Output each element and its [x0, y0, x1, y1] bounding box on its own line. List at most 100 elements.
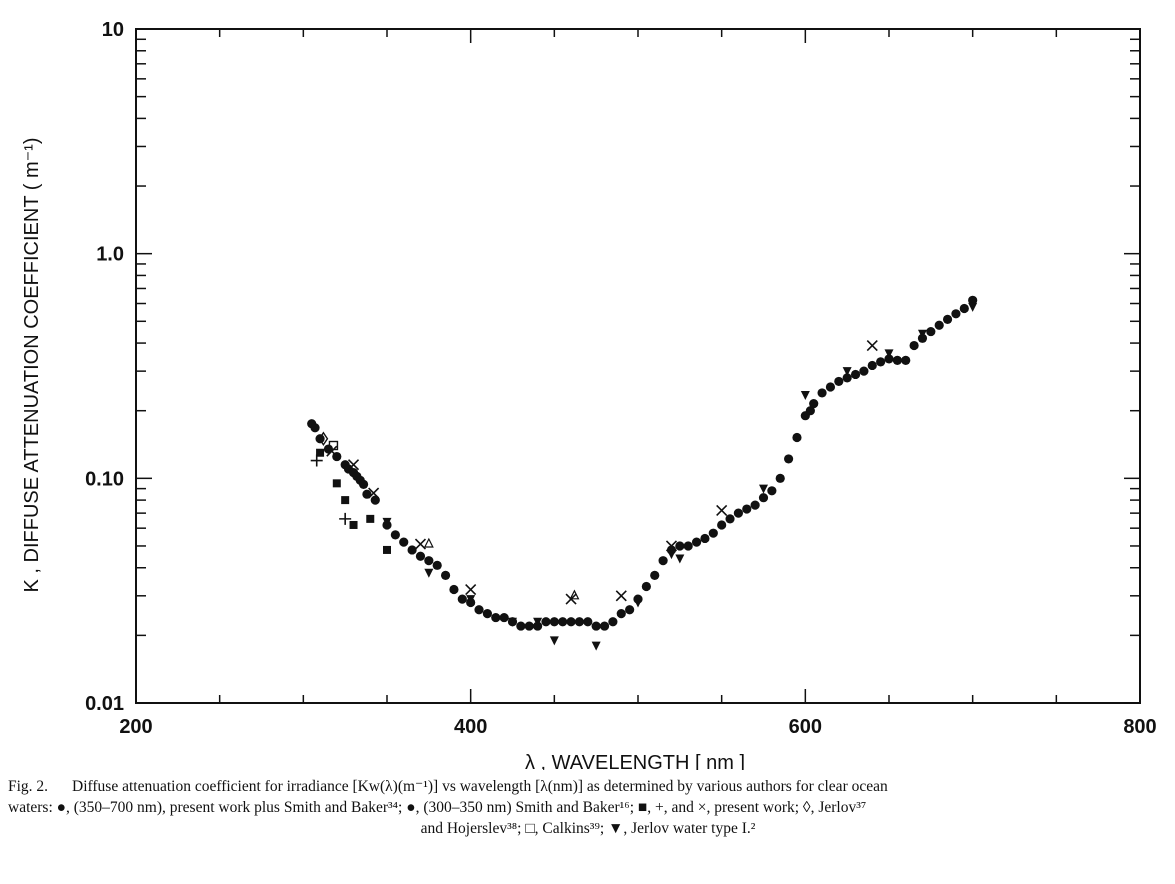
point-filled-circle: [675, 541, 685, 551]
point-filled-circle: [934, 320, 944, 330]
point-filled-circle: [599, 621, 610, 631]
point-filled-square: [366, 514, 375, 523]
point-filled-circle: [842, 373, 852, 383]
point-filled-triangle-down: [968, 302, 978, 312]
point-filled-circle: [616, 608, 626, 619]
point-filled-square: [349, 520, 358, 529]
point-filled-triangle-down: [633, 598, 643, 608]
point-cross: [368, 487, 380, 499]
point-open-triangle: [423, 537, 434, 548]
point-filled-circle: [968, 295, 978, 305]
point-filled-circle: [784, 454, 794, 464]
point-filled-circle: [742, 504, 752, 514]
point-filled-triangle-down: [800, 390, 810, 400]
point-filled-circle: [758, 493, 769, 503]
point-filled-circle: [415, 551, 426, 561]
point-filled-circle: [499, 612, 509, 623]
point-filled-triangle-down: [549, 636, 559, 646]
point-filled-circle: [733, 508, 744, 518]
point-filled-circle: [750, 500, 760, 510]
point-filled-square: [383, 545, 391, 554]
point-filled-circle: [583, 617, 593, 627]
point-filled-circle: [566, 617, 576, 627]
point-filled-circle: [691, 537, 702, 547]
point-filled-circle: [942, 314, 953, 324]
point-filled-triangle-down: [917, 329, 927, 339]
point-filled-circle: [850, 369, 861, 380]
point-cross: [465, 583, 477, 596]
point-open-square: [328, 440, 339, 451]
point-filled-circle: [482, 608, 492, 619]
point-filled-circle: [834, 376, 844, 387]
point-filled-circle: [310, 423, 320, 433]
x-tick-label: 400: [454, 716, 487, 738]
point-filled-circle: [859, 366, 869, 376]
point-filled-circle: [541, 617, 551, 627]
point-filled-circle: [440, 570, 451, 580]
point-filled-circle: [474, 605, 484, 615]
point-filled-circle: [867, 360, 877, 371]
point-cross: [615, 590, 627, 602]
tick-labels: 200 400 600 800 0.01 0.10 1.0 10: [85, 19, 1157, 738]
y-tick-label: 1.0: [96, 244, 124, 266]
point-cross: [347, 459, 360, 471]
axis-ticks: [135, 29, 1141, 704]
x-axis-title: λ , WAVELENGTH [ nm ]: [525, 752, 745, 770]
point-filled-circle: [901, 355, 911, 365]
point-filled-circle: [959, 303, 969, 314]
point-filled-circle: [407, 545, 417, 555]
point-filled-triangle-down: [466, 595, 476, 605]
point-filled-triangle-down: [759, 484, 768, 494]
chart: 200 400 600 800 0.01 0.10 1.0 10 λ , WAVELENGTH…: [21, 19, 1157, 770]
point-filled-square: [341, 496, 350, 505]
figure-number: Fig. 2.: [8, 778, 49, 795]
point-cross: [414, 538, 427, 550]
point-filled-circle: [767, 486, 777, 496]
y-axis-title: K , DIFFUSE ATTENUATION COEFFICIENT ( m⁻…: [21, 138, 43, 593]
x-tick-label: 600: [789, 716, 822, 738]
data-points: [307, 295, 978, 651]
point-filled-circle: [825, 382, 836, 392]
point-filled-circle: [792, 432, 802, 443]
point-filled-circle: [424, 556, 434, 566]
point-filled-square: [316, 448, 325, 457]
point-filled-triangle-down: [424, 568, 434, 578]
point-filled-circle: [516, 621, 526, 631]
point-filled-circle: [558, 617, 568, 627]
y-tick-label: 0.10: [85, 468, 124, 490]
point-filled-circle: [725, 514, 735, 524]
point-open-triangle: [569, 589, 580, 600]
point-filled-circle: [549, 617, 559, 627]
caption-text-1: Diffuse attenuation coefficient for irra…: [72, 778, 888, 795]
point-filled-circle: [399, 537, 409, 547]
point-filled-triangle-down: [666, 550, 676, 560]
point-filled-circle: [358, 479, 369, 489]
point-filled-triangle-down: [884, 349, 894, 359]
point-filled-circle: [650, 570, 660, 580]
point-filled-triangle-down: [508, 617, 517, 627]
point-cross: [326, 445, 338, 457]
point-filled-circle: [700, 533, 710, 544]
point-filled-triangle-down: [382, 517, 392, 527]
caption-line-2: waters: ●, (350–700 nm), present work pl…: [8, 799, 867, 816]
point-filled-triangle-down: [842, 367, 852, 377]
point-filled-circle: [457, 594, 467, 604]
point-filled-circle: [951, 309, 961, 319]
point-filled-circle: [432, 560, 442, 570]
point-filled-circle: [717, 520, 727, 530]
point-filled-circle: [876, 357, 886, 367]
point-filled-circle: [608, 617, 618, 627]
point-plus: [339, 512, 352, 525]
point-filled-circle: [817, 388, 827, 398]
point-filled-triangle-down: [675, 554, 685, 564]
point-filled-circle: [805, 406, 815, 416]
y-tick-label: 10: [102, 19, 124, 41]
point-filled-circle: [491, 612, 501, 623]
x-tick-label: 800: [1123, 716, 1156, 738]
point-filled-circle: [625, 605, 635, 615]
point-filled-circle: [641, 581, 651, 592]
point-filled-circle: [884, 354, 894, 364]
point-filled-circle: [658, 556, 668, 566]
x-tick-label: 200: [119, 716, 152, 738]
point-open-diamond: [318, 431, 329, 447]
